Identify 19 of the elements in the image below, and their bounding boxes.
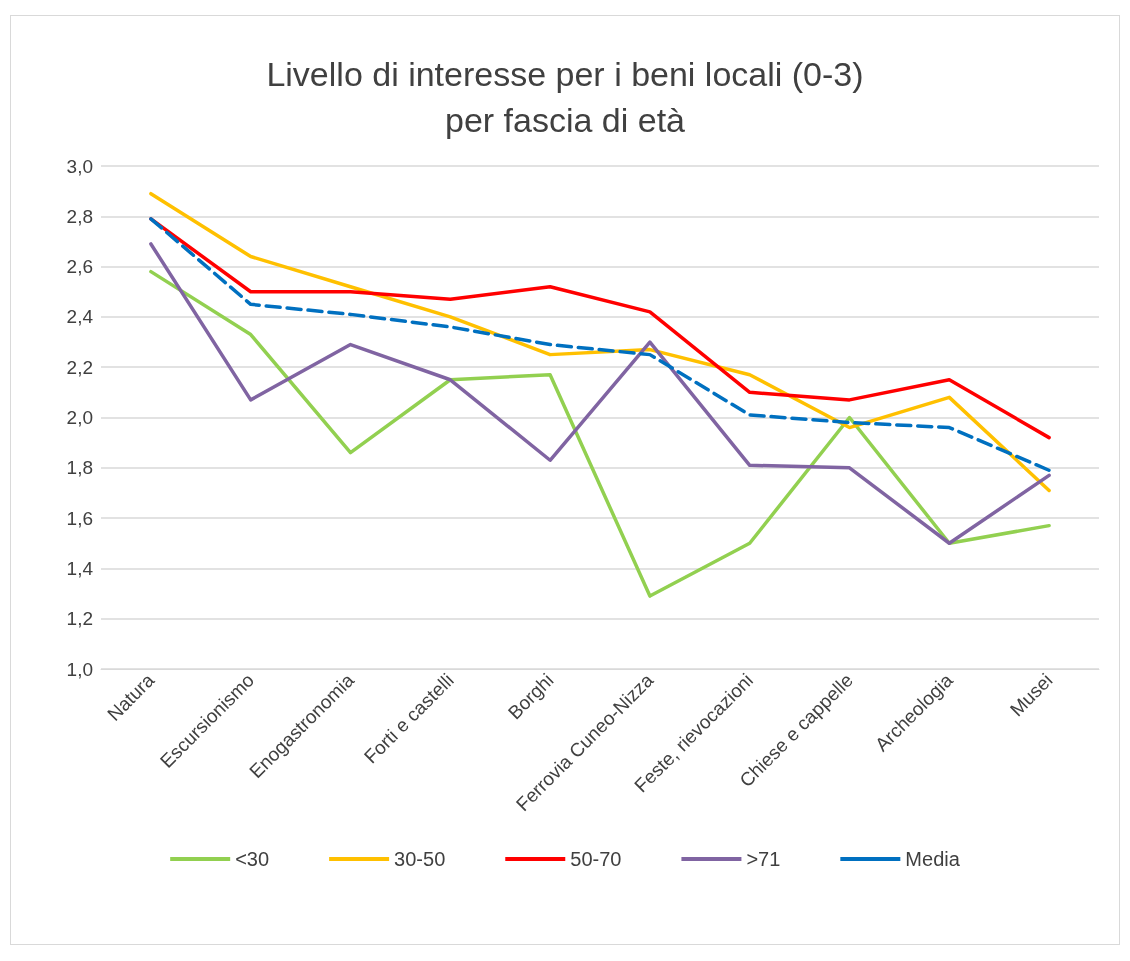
- legend-label: 50-70: [570, 848, 622, 870]
- y-tick-label: 2,0: [66, 407, 93, 428]
- line-series: [149, 269, 1051, 598]
- y-tick-label: 3,0: [66, 155, 93, 177]
- y-tick-label: 1,8: [66, 457, 93, 479]
- y-tick-label: 2,2: [66, 356, 93, 378]
- legend-label: Media: [905, 848, 961, 870]
- y-tick-label: 1,4: [66, 557, 94, 579]
- y-tick-label: 2,8: [66, 205, 93, 227]
- line-series: [149, 242, 1051, 545]
- y-tick-label: 1,2: [66, 608, 93, 630]
- legend-label: 30-50: [394, 848, 446, 870]
- legend-label: >71: [746, 848, 781, 870]
- y-tick-label: 1,0: [66, 658, 93, 680]
- legend-label: <30: [235, 848, 270, 870]
- chart-title: Livello di interesse per i beni locali (0-3) per fascia di età: [266, 55, 864, 139]
- y-tick-label: 1,6: [66, 507, 93, 529]
- y-tick-label: 2,6: [66, 256, 93, 278]
- y-tick-label: 2,4: [66, 306, 94, 328]
